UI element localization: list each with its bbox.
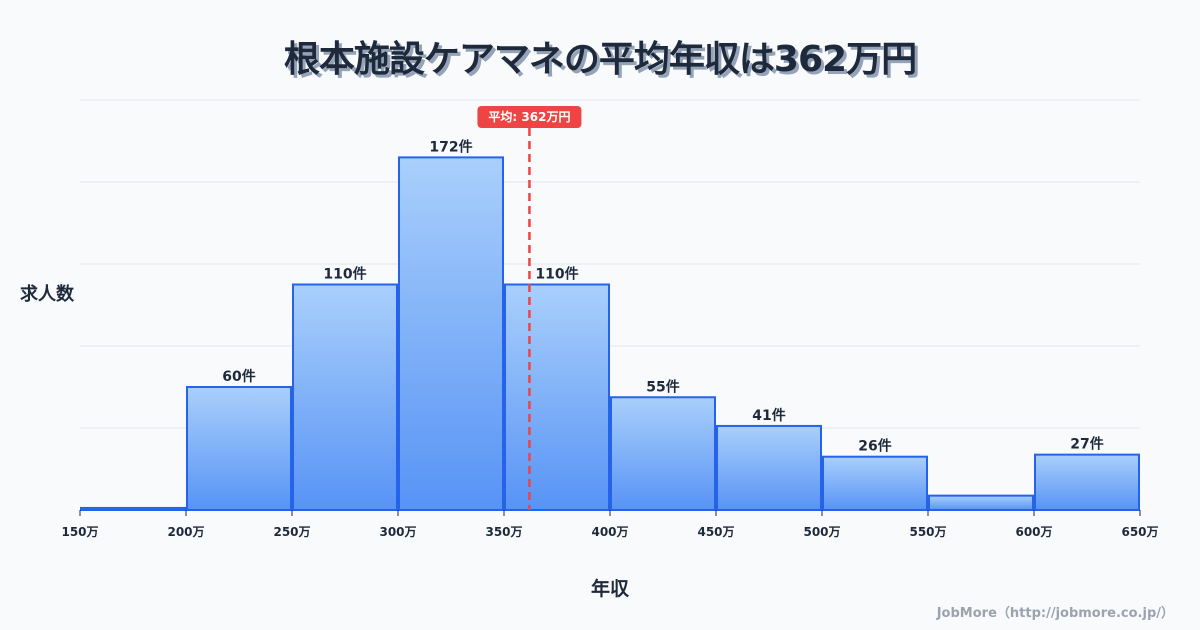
y-axis-label: 求人数 xyxy=(20,284,74,305)
x-tick-label: 500万 xyxy=(803,525,840,539)
x-tick-label: 350万 xyxy=(485,525,522,539)
histogram-bar xyxy=(822,455,928,512)
bar-value-label: 110件 xyxy=(535,266,578,283)
histogram-bar xyxy=(716,424,822,512)
bar-value-label: 172件 xyxy=(429,138,472,155)
x-tick-label: 400万 xyxy=(591,525,628,539)
bar-value-label: 27件 xyxy=(1070,436,1103,453)
x-tick-label: 650万 xyxy=(1121,525,1158,539)
histogram-bar xyxy=(928,494,1034,511)
bar-value-label: 110件 xyxy=(323,266,366,283)
x-tick-label: 200万 xyxy=(167,525,204,539)
mean-label: 平均: 362万円 xyxy=(488,109,570,124)
histogram-bar xyxy=(398,156,504,511)
bar-value-label: 55件 xyxy=(646,378,679,395)
histogram-bar xyxy=(186,386,292,511)
bar-value-label: 41件 xyxy=(752,407,785,424)
chart-title: 根本施設ケアマネの平均年収は362万円 xyxy=(283,39,917,80)
bar-value-label: 60件 xyxy=(222,368,255,385)
x-tick-label: 550万 xyxy=(909,525,946,539)
x-tick-label: 450万 xyxy=(697,525,734,539)
x-tick-label: 150万 xyxy=(61,525,98,539)
bar-value-label: 26件 xyxy=(858,438,891,455)
x-tick-label: 250万 xyxy=(273,525,310,539)
x-axis-label: 年収 xyxy=(590,578,629,600)
histogram-bar xyxy=(504,283,610,511)
x-tick-label: 600万 xyxy=(1015,525,1052,539)
histogram-bar xyxy=(292,283,398,511)
histogram-bar xyxy=(80,506,186,512)
mean-badge xyxy=(477,106,582,128)
histogram-bar xyxy=(610,396,716,511)
x-tick-label: 300万 xyxy=(379,525,416,539)
histogram-bar xyxy=(1034,453,1140,511)
footer-credit: JobMore（http://jobmore.co.jp/） xyxy=(936,606,1174,621)
